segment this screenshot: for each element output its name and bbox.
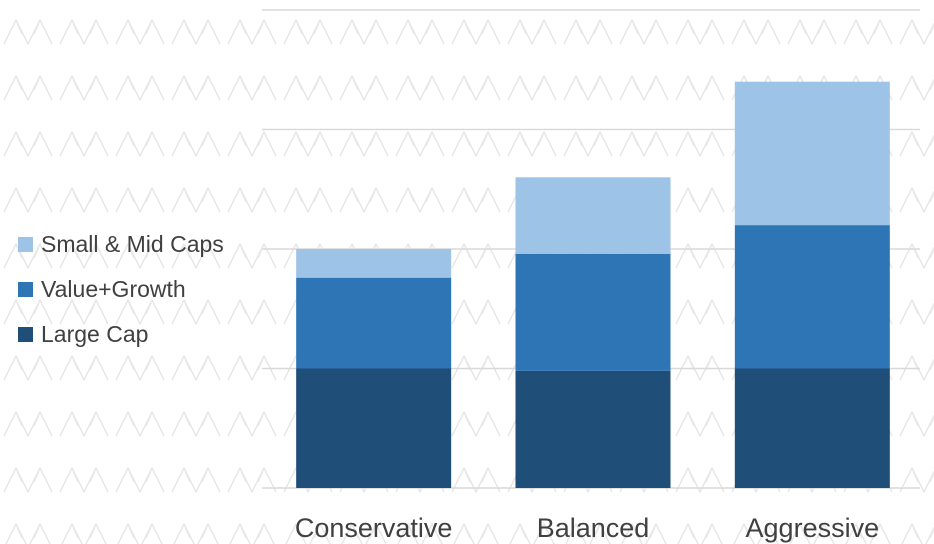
- chart-legend: Small & Mid Caps Value+Growth Large Cap: [18, 222, 224, 357]
- legend-swatch: [18, 237, 33, 252]
- legend-swatch: [18, 282, 33, 297]
- legend-item: Large Cap: [18, 312, 224, 357]
- legend-item: Small & Mid Caps: [18, 222, 224, 267]
- legend-label: Small & Mid Caps: [41, 231, 224, 257]
- bar-balanced-small-mid-caps: [515, 177, 671, 254]
- legend-item: Value+Growth: [18, 267, 224, 312]
- bar-aggressive-large-cap: [734, 368, 890, 488]
- x-tick-label-aggressive: Aggressive: [746, 513, 880, 543]
- bar-conservative-large-cap: [296, 368, 452, 488]
- bar-balanced-large-cap: [515, 370, 671, 488]
- legend-label: Value+Growth: [41, 276, 186, 302]
- bar-aggressive-value-growth: [734, 225, 890, 369]
- bar-conservative-small-mid-caps: [296, 249, 452, 278]
- x-axis-labels: Conservative Balanced Aggressive: [295, 513, 879, 543]
- x-tick-label-conservative: Conservative: [295, 513, 453, 543]
- legend-label: Large Cap: [41, 321, 149, 347]
- x-tick-label-balanced: Balanced: [537, 513, 650, 543]
- bars: [296, 81, 890, 488]
- bar-balanced-value-growth: [515, 253, 671, 371]
- bar-conservative-value-growth: [296, 277, 452, 369]
- legend-swatch: [18, 327, 33, 342]
- bar-aggressive-small-mid-caps: [734, 81, 890, 226]
